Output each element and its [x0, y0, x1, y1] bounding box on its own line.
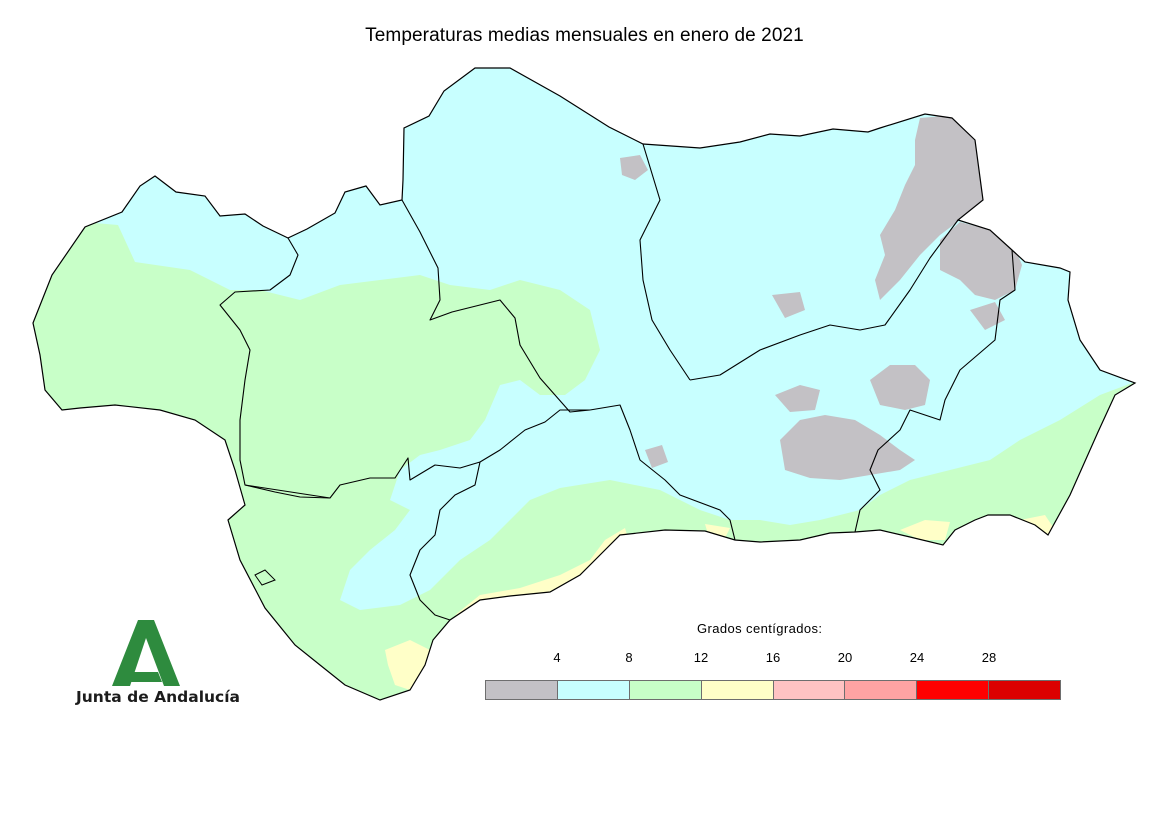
legend-tick-label: 20 [837, 650, 853, 665]
junta-de-andalucia-logo: Junta de Andalucía [70, 616, 240, 716]
border-malaga-sevilla [479, 409, 590, 463]
border-granada-almeria [854, 249, 1016, 533]
legend-tick-label: 8 [625, 650, 633, 665]
legend-swatch-1 [557, 681, 630, 699]
legend-tick-label: 16 [765, 650, 781, 665]
legend-color-bar [485, 680, 1061, 700]
border-huelva-sevilla [219, 237, 331, 499]
legend-tick-label: 28 [981, 650, 997, 665]
legend-swatch-2 [629, 681, 702, 699]
border-cordoba-granada-malaga [589, 404, 736, 541]
legend-tick-label: 4 [553, 650, 561, 665]
zone-12-to-16-malaga-coast [455, 528, 630, 615]
border-cordoba-jaen [639, 143, 691, 381]
logo-text: Junta de Andalucía [76, 688, 240, 706]
legend-tick-label: 12 [693, 650, 709, 665]
zone-below-4-spot-a [775, 385, 820, 412]
legend-swatch-4 [773, 681, 846, 699]
legend-swatch-6 [917, 681, 990, 699]
zone-below-4-baza [940, 222, 1022, 300]
legend-tick-label: 24 [909, 650, 925, 665]
legend-caption: Grados centígrados: [697, 621, 823, 636]
zone-below-4-filabres [870, 365, 930, 410]
border-sevilla-cadiz [244, 457, 481, 499]
border-jaen-granada [689, 219, 959, 381]
border-sevilla-cordoba [401, 199, 591, 413]
zone-below-4-spot-d [970, 302, 1005, 330]
cadiz-bay-coast [254, 569, 276, 586]
zone-below-4-spot-c [645, 445, 668, 468]
zone-below-4-sierra-nevada [780, 415, 915, 480]
legend-swatch-5 [845, 681, 918, 699]
junta-de-andalucia-logo-icon [112, 620, 180, 686]
legend-swatch-3 [701, 681, 774, 699]
zone-below-4-spot-e [772, 292, 805, 318]
legend-swatch-7 [989, 681, 1060, 699]
zone-below-4-cazorla [875, 115, 985, 300]
zone-below-4-spot-b [620, 155, 648, 180]
border-cadiz-malaga [409, 461, 481, 621]
legend-swatch-0 [486, 681, 558, 699]
map-title: Temperaturas medias mensuales en enero d… [365, 25, 804, 46]
province-borders [219, 143, 1016, 621]
zone-12-to-16-almeria-coast [900, 515, 1055, 540]
